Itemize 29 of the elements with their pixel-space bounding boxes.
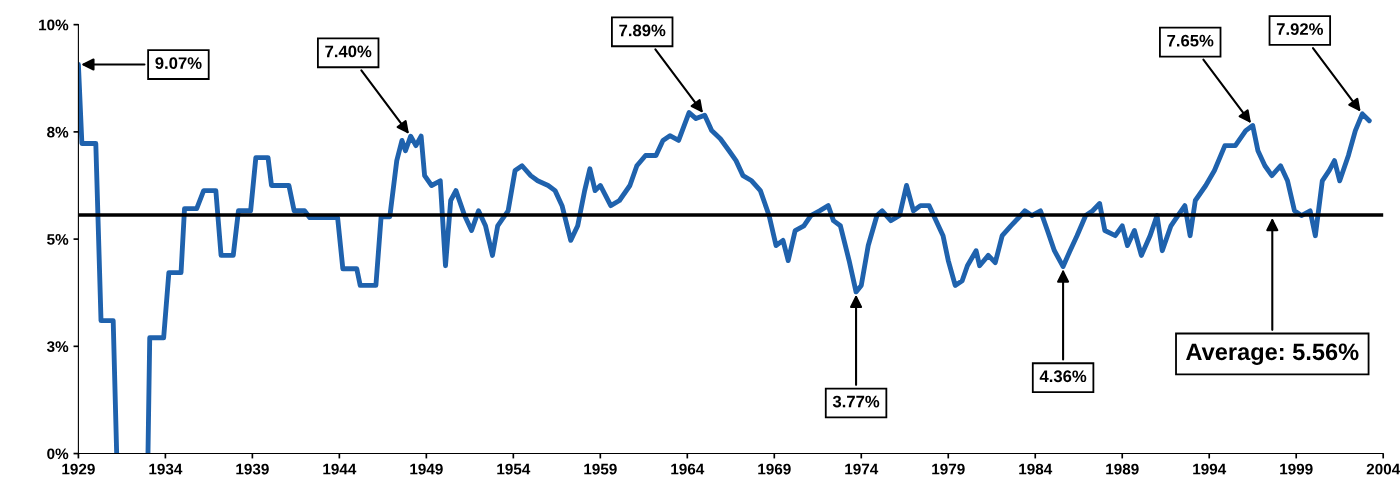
x-tick-label: 1994 — [1193, 463, 1227, 475]
x-tick-label: 1944 — [323, 463, 357, 475]
x-tick-label: 1959 — [584, 463, 617, 475]
ref-line-label: Average: 5.56% — [1186, 343, 1359, 365]
y-tick-label: 5% — [47, 234, 69, 245]
x-tick-label: 1934 — [149, 463, 183, 475]
annotation: 7.89% — [619, 24, 666, 37]
y-tick-label: 8% — [47, 126, 69, 138]
x-tick-label: 1954 — [497, 463, 531, 475]
x-tick-label: 1989 — [1106, 463, 1139, 475]
annotation: 7.40% — [325, 45, 372, 58]
y-tick-label: 0% — [47, 448, 69, 460]
x-tick-label: 1999 — [1280, 463, 1313, 475]
annotation: 7.65% — [1167, 34, 1214, 47]
x-tick-label: 1939 — [236, 463, 269, 475]
x-tick-label: 1984 — [1019, 463, 1053, 475]
annotation: 9.07% — [155, 57, 202, 70]
annotation: 7.92% — [1276, 23, 1324, 35]
x-tick-label: 1949 — [410, 463, 443, 475]
x-tick-label: 1929 — [62, 463, 95, 475]
x-tick-label: 1964 — [671, 463, 705, 475]
x-tick-label: 2004 — [1366, 463, 1400, 475]
x-tick-label: 1979 — [932, 463, 965, 475]
y-tick-label: 3% — [46, 341, 69, 353]
annotation: 3.77% — [832, 395, 880, 408]
x-tick-label: 1969 — [758, 463, 791, 475]
y-tick-label: 10% — [39, 19, 69, 31]
x-tick-label: 1974 — [845, 463, 879, 475]
annotation: 4.36% — [1039, 370, 1087, 383]
